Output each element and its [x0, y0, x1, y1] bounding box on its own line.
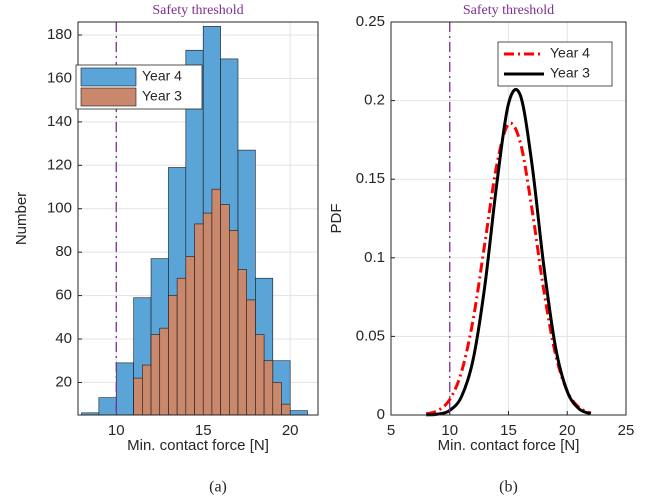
histogram-bar	[142, 364, 152, 416]
histogram-bar	[168, 295, 178, 416]
legend-label: Year 4	[142, 68, 182, 84]
histogram-bar	[98, 397, 117, 416]
x-tick-label: 15	[195, 422, 212, 439]
x-tick-label: 20	[559, 422, 576, 439]
histogram-bar	[289, 410, 308, 416]
legend-box	[497, 41, 613, 87]
x-tick-label: 20	[282, 422, 299, 439]
y-tick-label: 0.15	[356, 170, 385, 187]
y-tick-label: 0	[377, 406, 385, 423]
pdf-line	[426, 87, 592, 417]
axes: 20 40 60 80 100 120 140 160 180 10 15 20	[47, 22, 318, 439]
histogram-bar	[150, 334, 161, 416]
y-tick-label: 160	[47, 69, 72, 86]
y-tick-label: 0.1	[364, 249, 385, 266]
x-axis-label: Min. contact force [N]	[438, 437, 580, 454]
histogram-bar	[272, 382, 282, 416]
histogram-bar	[185, 256, 195, 416]
y-axis-label: Number	[13, 192, 30, 245]
histogram-bar	[133, 377, 143, 416]
y-tick-label: 80	[55, 243, 72, 260]
legend-label: Year 3	[142, 88, 182, 104]
histogram-bar	[220, 204, 230, 416]
histogram-bar	[281, 403, 291, 416]
histogram-bar	[159, 327, 169, 416]
legend-label: Year 4	[550, 45, 590, 61]
x-tick-label: 10	[441, 422, 458, 439]
x-axis-label: Min. contact force [N]	[127, 437, 269, 454]
histogram-bar	[263, 360, 274, 416]
histogram-bar	[237, 269, 247, 416]
y-tick-label: 140	[47, 113, 72, 130]
x-tick-label: 5	[387, 422, 395, 439]
histogram-bar	[211, 188, 221, 416]
x-tick-label: 10	[108, 422, 125, 439]
caption: (b)	[499, 479, 518, 496]
histogram-bar	[255, 334, 265, 416]
y-tick-label: 0.05	[356, 327, 385, 344]
y-tick-label: 0.25	[356, 13, 385, 30]
legend-swatch	[80, 87, 137, 107]
caption: (a)	[209, 479, 227, 496]
histogram-bar	[202, 212, 213, 416]
y-tick-label: 180	[47, 26, 72, 43]
histogram-bar	[246, 299, 256, 416]
legend-label: Year 3	[550, 65, 590, 81]
y-tick-label: 100	[47, 200, 72, 217]
x-tick-label: 15	[500, 422, 517, 439]
histogram-bar	[115, 362, 134, 416]
annotation: Safety threshold	[152, 3, 243, 18]
y-tick-label: 60	[55, 287, 72, 304]
legend-swatch	[80, 67, 137, 87]
y-tick-label: 20	[55, 373, 72, 390]
y-axis-label: PDF	[328, 204, 345, 234]
axes-frame	[77, 21, 319, 416]
histogram-bar	[194, 223, 204, 416]
annotation: Safety threshold	[463, 3, 554, 18]
y-tick-label: 120	[47, 156, 72, 173]
y-tick-label: 40	[55, 330, 72, 347]
histogram-bar	[176, 277, 187, 416]
histogram-bar	[229, 230, 239, 416]
y-tick-label: 0.2	[364, 92, 385, 109]
x-tick-label: 25	[618, 422, 635, 439]
axes-frame	[390, 21, 627, 416]
